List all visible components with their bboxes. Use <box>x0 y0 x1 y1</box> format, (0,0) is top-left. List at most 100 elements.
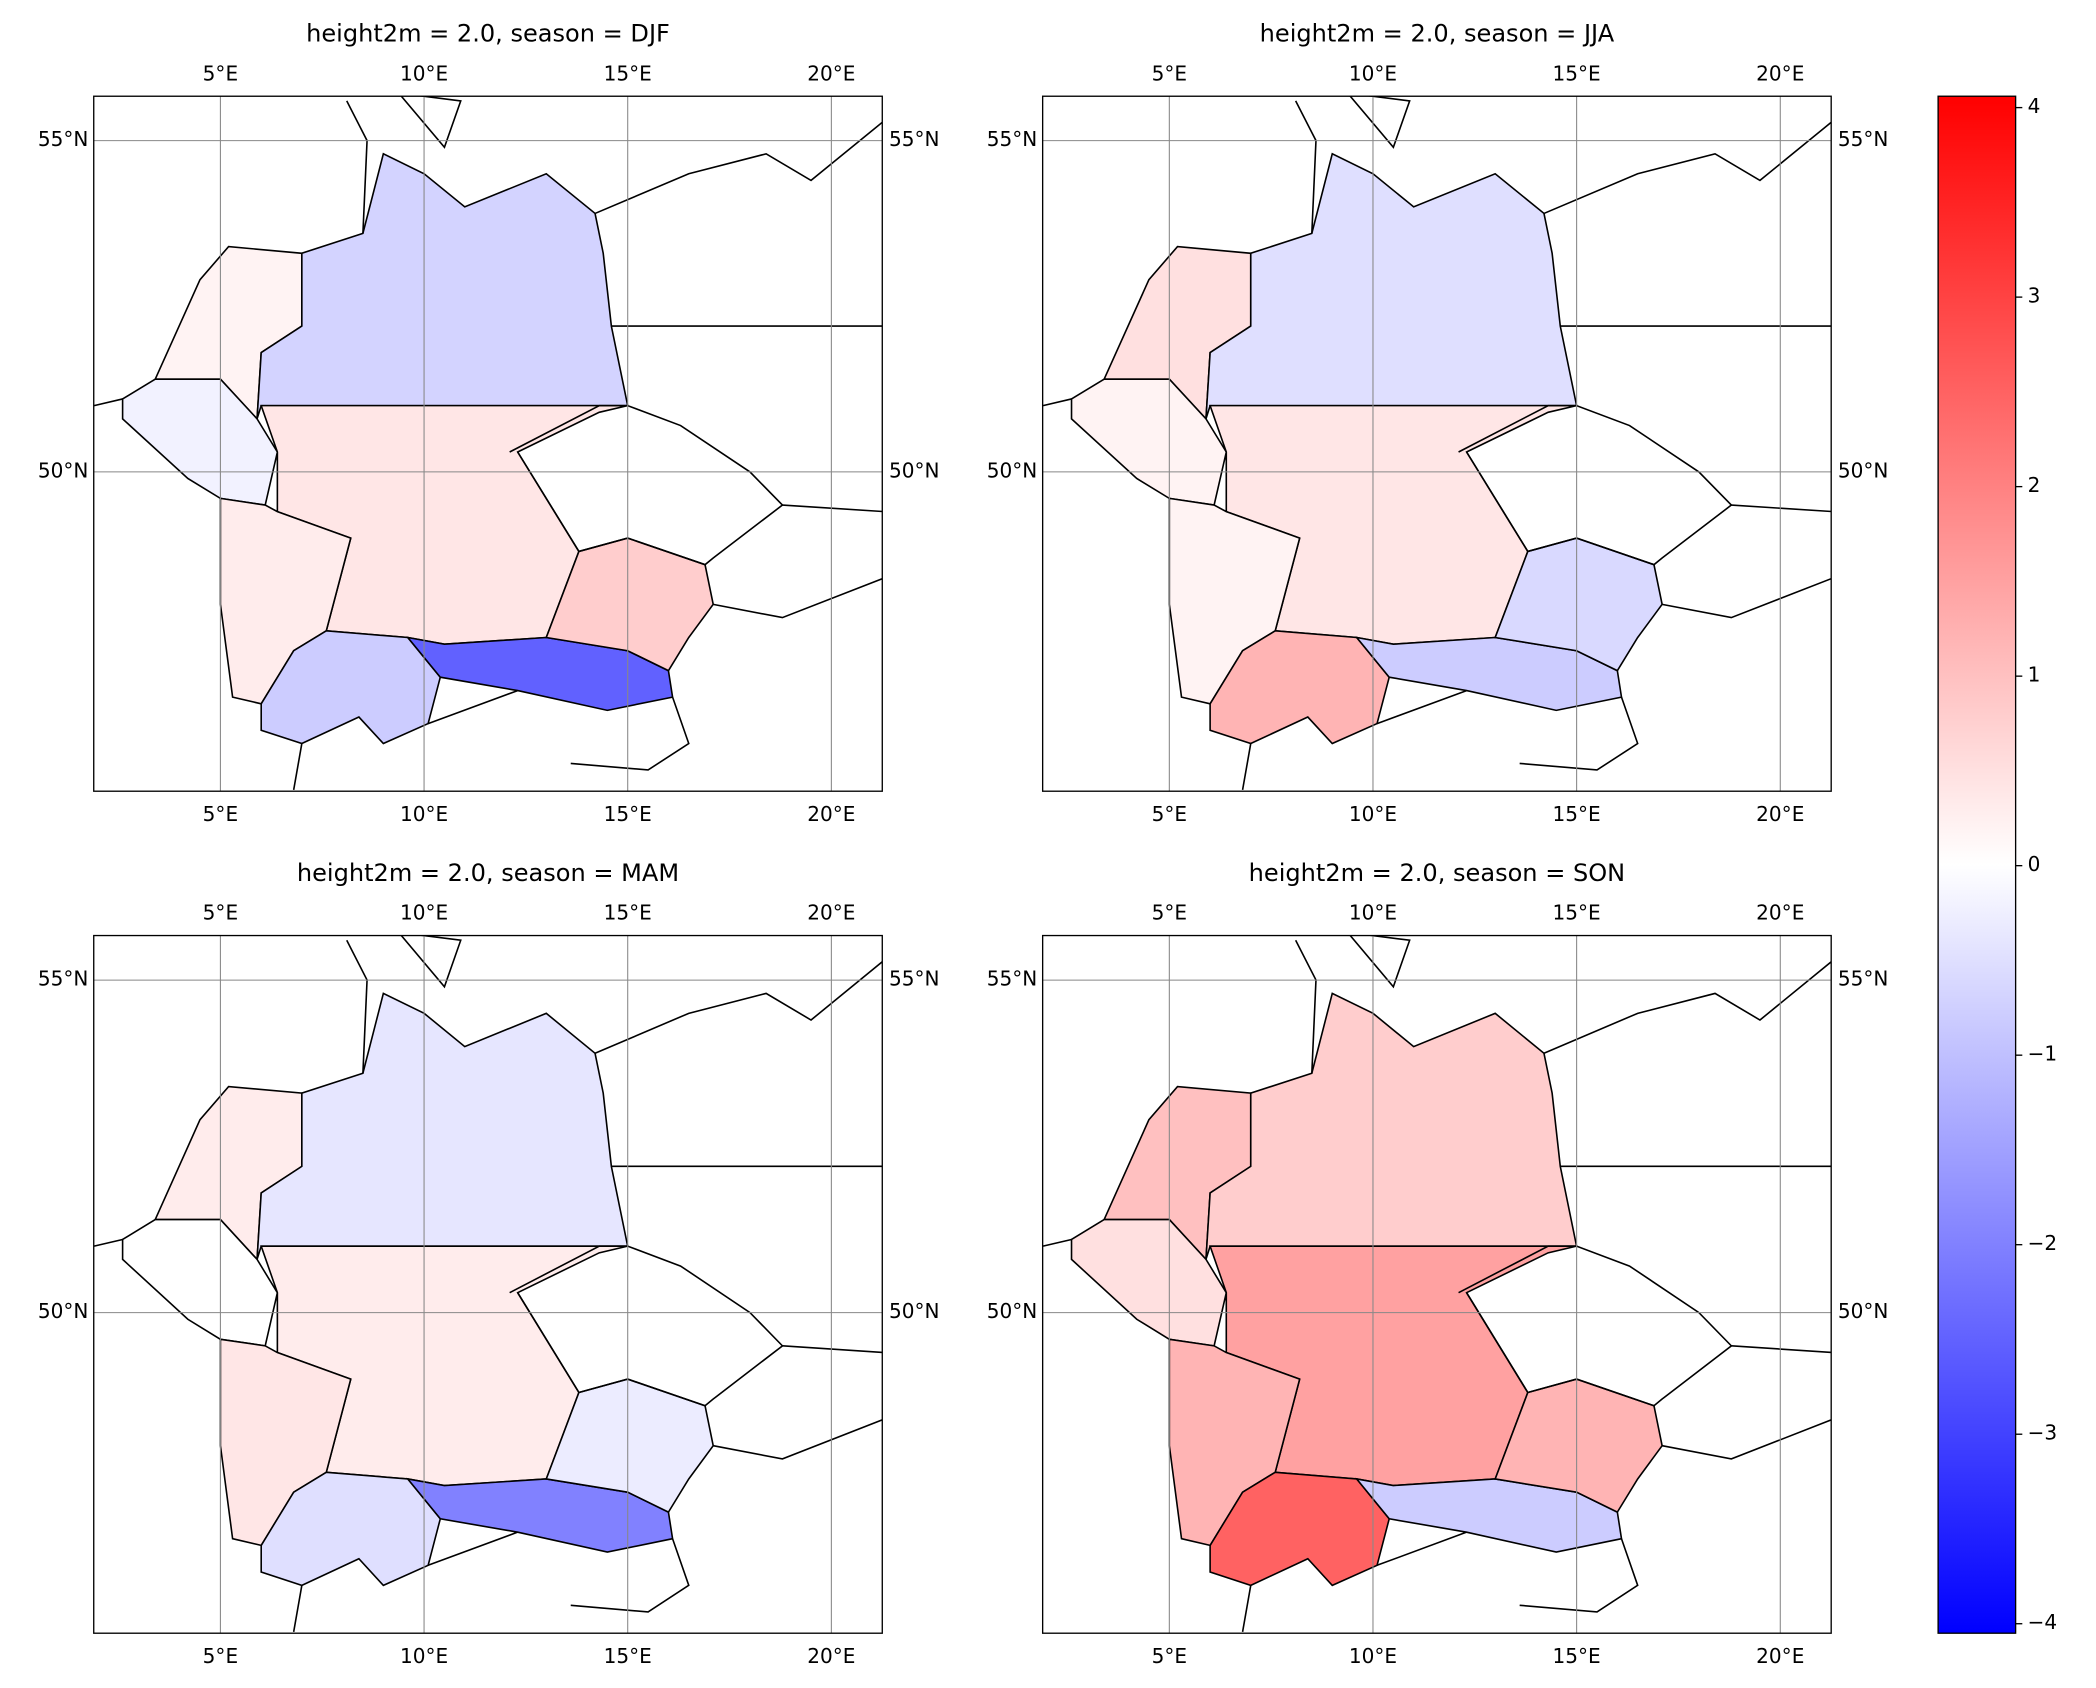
x-tick-label: 10°E <box>400 1644 448 1668</box>
border-line <box>594 960 883 1055</box>
border-line <box>1543 960 1832 1055</box>
x-tick-label: 15°E <box>1553 802 1601 826</box>
border-line <box>1241 1585 1252 1633</box>
axes-frame <box>93 934 883 1634</box>
map-content <box>93 935 883 1634</box>
colorbar-tick-label: −2 <box>2028 1231 2058 1255</box>
border-line <box>1661 577 1832 619</box>
region-cell <box>121 1218 279 1347</box>
y-tick-label: 55°N <box>38 967 89 991</box>
x-tick-label: 5°E <box>203 802 238 826</box>
region-cell <box>405 636 674 712</box>
x-tick-label: 15°E <box>1553 901 1601 925</box>
x-tick-label: 10°E <box>1349 802 1397 826</box>
x-tick-label: 15°E <box>604 61 652 85</box>
border-line <box>1349 935 1411 989</box>
panel-title: height2m = 2.0, season = DJF <box>306 20 670 48</box>
panel-title: height2m = 2.0, season = SON <box>1249 859 1626 887</box>
colorbar-tick-label: 1 <box>2028 663 2041 687</box>
y-tick-label: 50°N <box>889 458 940 482</box>
border-line <box>1519 696 1639 771</box>
colorbar-tick-label: 0 <box>2028 852 2041 876</box>
colorbar <box>1937 95 2017 1634</box>
y-tick-label: 55°N <box>889 967 940 991</box>
border-line <box>1376 1531 1467 1567</box>
region-cell <box>1205 992 1578 1260</box>
x-tick-label: 10°E <box>400 901 448 925</box>
border-line <box>93 1238 123 1247</box>
map-content <box>1042 96 1832 792</box>
x-tick-label: 15°E <box>604 1644 652 1668</box>
border-line <box>782 1345 883 1354</box>
x-tick-label: 15°E <box>1553 1644 1601 1668</box>
border-line <box>400 96 462 149</box>
region-cell <box>1070 378 1228 506</box>
region-cell <box>1070 1218 1228 1347</box>
x-tick-label: 5°E <box>203 901 238 925</box>
border-line <box>1241 743 1252 791</box>
region-cell <box>1354 636 1623 712</box>
border-line <box>570 1538 690 1613</box>
x-tick-label: 10°E <box>400 61 448 85</box>
border-line <box>594 121 883 215</box>
border-line <box>1731 504 1832 513</box>
map-panel: 5°E 5°E 10°E 10°E 15°E 15°E 20°E 20°E 50°N 50°N 55… <box>38 20 940 826</box>
border-line <box>1543 121 1832 215</box>
region-cell <box>256 152 629 420</box>
border-line <box>1661 1419 1832 1460</box>
y-tick-label: 50°N <box>1838 458 1889 482</box>
x-tick-label: 10°E <box>1349 901 1397 925</box>
border-line <box>1042 398 1072 407</box>
border-line <box>1042 1238 1072 1247</box>
x-tick-label: 5°E <box>1152 802 1187 826</box>
border-line <box>427 689 518 725</box>
map-content <box>1042 935 1832 1634</box>
x-tick-label: 20°E <box>1756 802 1804 826</box>
x-tick-label: 5°E <box>1152 1644 1187 1668</box>
border-line <box>713 577 883 619</box>
colorbar-tick-label: −3 <box>2028 1421 2058 1445</box>
border-line <box>1376 689 1467 725</box>
x-tick-label: 15°E <box>604 802 652 826</box>
x-tick-label: 5°E <box>203 61 238 85</box>
y-tick-label: 55°N <box>38 127 89 151</box>
x-tick-label: 15°E <box>1553 61 1601 85</box>
region-cell <box>1354 1477 1623 1553</box>
map-content <box>93 96 883 792</box>
y-tick-label: 55°N <box>1838 127 1889 151</box>
colorbar-tick-label: −4 <box>2028 1610 2058 1634</box>
x-tick-label: 10°E <box>1349 61 1397 85</box>
border-line <box>782 504 883 513</box>
panel-title: height2m = 2.0, season = JJA <box>1260 20 1615 48</box>
y-tick-label: 55°N <box>987 127 1038 151</box>
panel-title: height2m = 2.0, season = MAM <box>297 859 679 887</box>
axes-frame <box>1041 95 1832 792</box>
border-line <box>1294 939 1317 1074</box>
region-cell <box>121 378 279 506</box>
border-line <box>93 398 123 407</box>
border-line <box>1731 1345 1832 1354</box>
colorbar-tick-label: −1 <box>2028 1042 2058 1066</box>
x-tick-label: 5°E <box>1152 61 1187 85</box>
map-panel: 5°E 5°E 10°E 10°E 15°E 15°E 20°E 20°E 50°N 50°N 55… <box>987 20 1889 826</box>
region-cell <box>405 1477 674 1553</box>
colorbar-tick-label: 2 <box>2028 473 2041 497</box>
border-line <box>346 100 368 234</box>
x-tick-label: 20°E <box>807 1644 855 1668</box>
x-tick-label: 20°E <box>1756 61 1804 85</box>
x-tick-label: 20°E <box>807 901 855 925</box>
y-tick-label: 55°N <box>987 967 1038 991</box>
x-tick-label: 20°E <box>807 802 855 826</box>
map-panel: 5°E 5°E 10°E 10°E 15°E 15°E 20°E 20°E 50°N 50°N 55… <box>987 859 1889 1668</box>
border-line <box>1294 100 1317 234</box>
colorbar-tick-label: 3 <box>2028 284 2041 308</box>
x-tick-label: 20°E <box>807 61 855 85</box>
y-tick-label: 50°N <box>987 458 1038 482</box>
axes-frame <box>93 95 883 792</box>
x-tick-label: 5°E <box>203 1644 238 1668</box>
region-cell <box>256 992 629 1260</box>
y-tick-label: 55°N <box>889 127 940 151</box>
x-tick-label: 5°E <box>1152 901 1187 925</box>
y-tick-label: 50°N <box>987 1299 1038 1323</box>
